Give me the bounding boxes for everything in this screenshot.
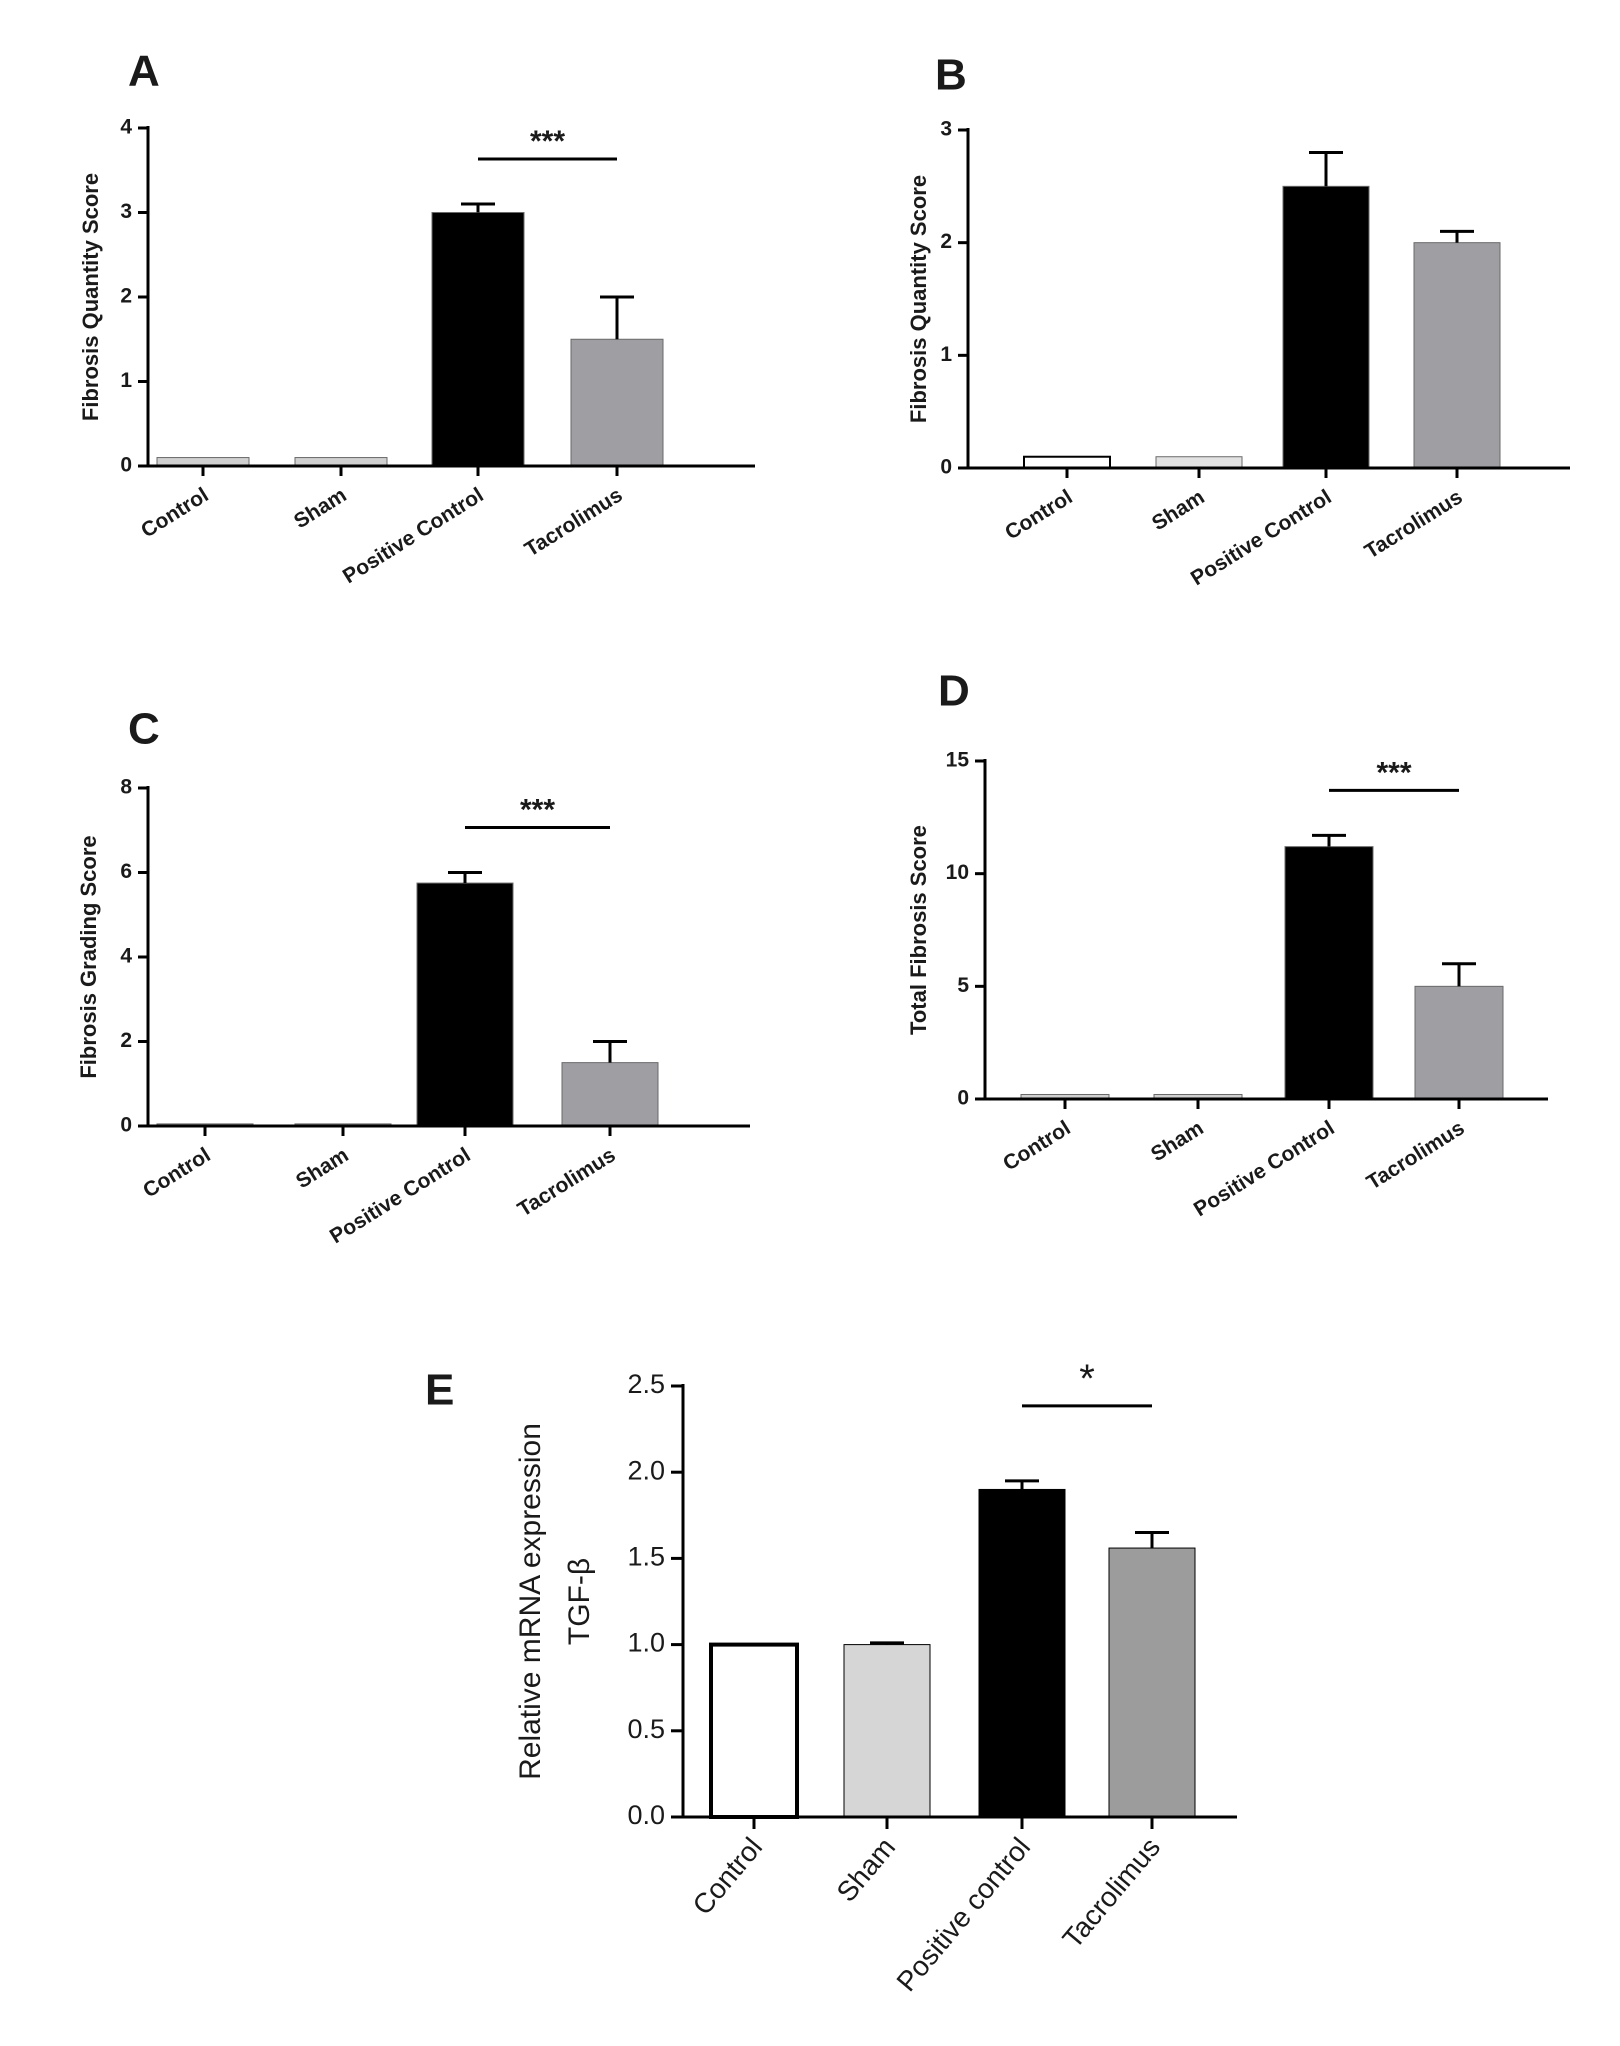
x-category-label: Tacrolimus: [521, 483, 627, 561]
y-tick-label: 0: [120, 1114, 132, 1137]
y-tick-label: 4: [120, 945, 132, 968]
x-category-label: Control: [137, 483, 213, 542]
bar-positive-control: [978, 1488, 1066, 1818]
y-tick-label: 2: [120, 285, 132, 308]
x-category-label: Control: [139, 1143, 215, 1202]
y-tick-label: 0: [957, 1087, 969, 1110]
y-tick-label: 2: [120, 1029, 132, 1052]
error-bar: [1442, 962, 1476, 987]
bar-sham: [1155, 456, 1243, 469]
y-tick-label: 2.0: [627, 1455, 665, 1485]
bar-tacrolimus: [1414, 985, 1504, 1100]
x-category-label: Tacrolimus: [1056, 1832, 1166, 1954]
bar-tacrolimus: [1108, 1547, 1196, 1818]
x-category-label: Control: [999, 1116, 1075, 1175]
panel-letter: D: [938, 667, 970, 716]
bar-positive-control: [431, 212, 525, 467]
x-category-label: Control: [686, 1832, 768, 1921]
error-bar: [448, 871, 482, 884]
x-category-label: Tacrolimus: [1363, 1116, 1469, 1194]
significance-label: ***: [1376, 756, 1411, 789]
x-category-label: Tacrolimus: [514, 1143, 620, 1221]
error-bar: [1309, 151, 1343, 187]
bar-control: [1023, 455, 1111, 470]
error-bar: [461, 202, 495, 213]
y-axis-label: Relative mRNA expression: [514, 1423, 547, 1780]
x-category-label: Sham: [1148, 485, 1209, 535]
bar-tacrolimus: [561, 1062, 659, 1127]
y-axis-label: Fibrosis Quantity Score: [78, 173, 103, 421]
y-axis-label: Fibrosis Quantity Score: [906, 175, 931, 423]
y-tick-label: 1.0: [627, 1628, 665, 1658]
x-category-label: Sham: [1147, 1116, 1208, 1166]
y-tick-label: 8: [120, 776, 132, 799]
significance-label: *: [1079, 1357, 1095, 1401]
error-bar: [1440, 229, 1474, 243]
x-category-label: Positive Control: [1190, 1116, 1339, 1221]
error-bar: [600, 295, 634, 340]
error-bar: [870, 1641, 904, 1645]
bar-tacrolimus: [1413, 242, 1501, 469]
y-tick-label: 3: [120, 200, 132, 223]
y-tick-label: 10: [946, 861, 969, 884]
error-bar: [1005, 1479, 1039, 1490]
y-tick-label: 4: [120, 116, 132, 139]
x-category-label: Positive Control: [1187, 485, 1336, 590]
x-category-label: Positive control: [890, 1832, 1036, 1997]
x-category-label: Sham: [292, 1143, 353, 1193]
bar-positive-control: [1284, 846, 1374, 1100]
bar-positive-control: [1282, 185, 1370, 469]
y-tick-label: 2.5: [627, 1369, 665, 1399]
x-category-label: Sham: [830, 1832, 901, 1908]
y-tick-label: 2: [940, 230, 952, 253]
y-tick-label: 0: [940, 456, 952, 479]
panel-letter: A: [128, 47, 160, 96]
y-axis-label: Total Fibrosis Score: [906, 825, 931, 1035]
error-bar: [593, 1040, 627, 1063]
bar-sham: [843, 1644, 931, 1818]
y-tick-label: 0.0: [627, 1800, 665, 1830]
panel-letter: C: [128, 705, 160, 754]
x-category-label: Control: [1001, 485, 1077, 544]
x-category-label: Positive Control: [339, 483, 488, 588]
error-bar: [1135, 1531, 1169, 1549]
y-tick-label: 0.5: [627, 1714, 665, 1744]
y-tick-label: 0: [120, 454, 132, 477]
bar-tacrolimus: [570, 338, 664, 467]
y-tick-label: 6: [120, 860, 132, 883]
y-axis-label: Fibrosis Grading Score: [76, 835, 101, 1078]
bar-control: [709, 1642, 799, 1819]
y-axis-label: TGF-β: [563, 1558, 596, 1645]
significance-label: ***: [530, 125, 565, 158]
x-category-label: Tacrolimus: [1361, 485, 1467, 563]
y-tick-label: 15: [946, 749, 970, 772]
y-tick-label: 3: [940, 118, 952, 141]
y-tick-label: 1: [120, 369, 132, 392]
y-tick-label: 1.5: [627, 1542, 665, 1572]
panel-letter: B: [935, 51, 967, 100]
x-category-label: Sham: [290, 483, 351, 533]
y-tick-label: 5: [957, 974, 969, 997]
panel-letter: E: [425, 1366, 454, 1415]
significance-label: ***: [520, 794, 555, 827]
y-tick-label: 1: [940, 343, 952, 366]
error-bar: [1312, 833, 1346, 847]
bar-positive-control: [416, 882, 514, 1127]
